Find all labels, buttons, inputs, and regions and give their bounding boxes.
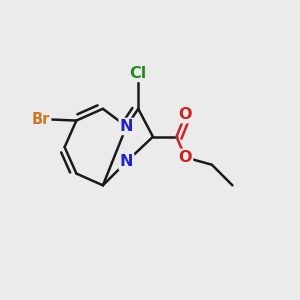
Text: N: N: [120, 154, 133, 169]
Text: Cl: Cl: [130, 66, 147, 81]
Text: N: N: [120, 119, 133, 134]
Text: O: O: [178, 107, 192, 122]
Text: O: O: [178, 150, 192, 165]
Text: Br: Br: [32, 112, 50, 127]
